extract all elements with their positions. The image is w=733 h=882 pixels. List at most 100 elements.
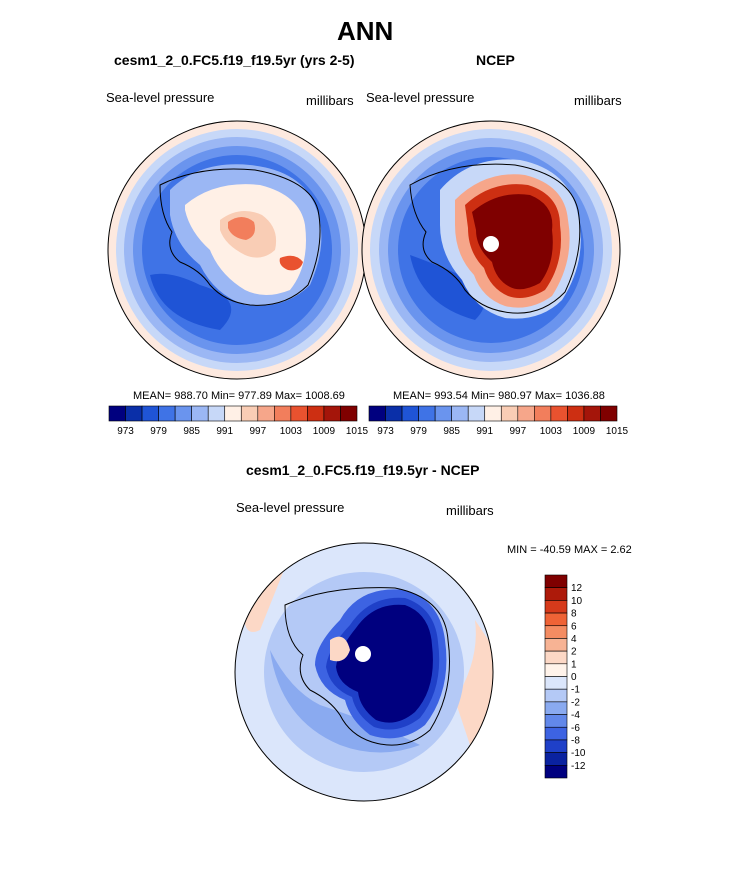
panel-1-stats: MEAN= 988.70 Min= 977.89 Max= 1008.69 (133, 390, 345, 402)
colorbar-model: 973 979 985 991 997 1003 1009 1015 (108, 405, 369, 437)
colorbar-swatch (290, 405, 308, 422)
colorbar-tick-label: 985 (443, 426, 460, 437)
colorbar-swatch (544, 600, 568, 614)
colorbar-swatch (544, 587, 568, 601)
colorbar-swatch (544, 625, 568, 639)
colorbar-swatch (544, 726, 568, 741)
panel-3-variable-label: Sea-level pressure (236, 500, 345, 515)
colorbar-swatch (274, 405, 292, 422)
colorbar-swatch (368, 405, 386, 422)
colorbar-tick-label: 10 (571, 596, 583, 607)
colorbar-swatch (418, 405, 436, 422)
colorbar-tick-label: 1015 (606, 426, 629, 437)
panel-3-stats: MIN = -40.59 MAX = 2.62 (507, 544, 632, 556)
panel-2-units-label: millibars (574, 93, 622, 108)
colorbar-tick-label: 1003 (540, 426, 563, 437)
colorbar-swatch (174, 405, 192, 422)
colorbar-tick-label: 1009 (313, 426, 336, 437)
panel-2-variable-label: Sea-level pressure (366, 90, 475, 105)
colorbar-tick-label: 1 (571, 659, 577, 670)
colorbar-tick-label: 997 (249, 426, 266, 437)
colorbar-tick-label: 997 (509, 426, 526, 437)
panel-1-variable-label: Sea-level pressure (106, 90, 215, 105)
map-ncep-sea-level-pressure (362, 121, 620, 379)
colorbar-swatch (500, 405, 519, 422)
colorbar-swatch (544, 663, 568, 677)
panel-1-units-label: millibars (306, 93, 354, 108)
colorbar-swatch (207, 405, 226, 422)
colorbar-swatch (158, 405, 176, 422)
colorbar-tick-label: 979 (410, 426, 427, 437)
colorbar-swatch (600, 405, 618, 422)
colorbar-tick-label: 1003 (280, 426, 303, 437)
panel-1-heading: cesm1_2_0.FC5.f19_f19.5yr (yrs 2-5) (114, 52, 355, 68)
panel-2-stats: MEAN= 993.54 Min= 980.97 Max= 1036.88 (393, 390, 605, 402)
colorbar-swatch (307, 405, 325, 422)
colorbar-swatch (108, 405, 126, 422)
map-difference-border (234, 542, 494, 802)
colorbar-swatch (141, 405, 159, 422)
map-ncep-border (361, 120, 621, 380)
colorbar-tick-label: 973 (117, 426, 134, 437)
panel-3-units-label: millibars (446, 503, 494, 518)
colorbar-swatch (467, 405, 486, 422)
colorbar-tick-label: -4 (571, 710, 580, 721)
colorbar-tick-label: -2 (571, 697, 580, 708)
colorbar-swatch (567, 405, 585, 422)
colorbar-ncep: 973 979 985 991 997 1003 1009 1015 (368, 405, 629, 437)
colorbar-swatch (544, 714, 568, 728)
colorbar-swatch (544, 688, 568, 703)
pole-mask (355, 646, 371, 662)
colorbar-tick-label: 12 (571, 583, 583, 594)
colorbar-swatch (544, 739, 568, 753)
colorbar-swatch (224, 405, 242, 422)
colorbar-swatch (550, 405, 568, 422)
colorbar-tick-label: 973 (377, 426, 394, 437)
panel-3-heading: cesm1_2_0.FC5.f19_f19.5yr - NCEP (246, 462, 480, 478)
colorbar-swatch (257, 405, 275, 422)
colorbar-swatch (534, 405, 552, 422)
colorbar-swatch (340, 405, 358, 422)
colorbar-tick-label: -12 (571, 761, 586, 772)
page-title: ANN (337, 16, 394, 46)
colorbar-tick-label: 1015 (346, 426, 369, 437)
colorbar-tick-label: 6 (571, 621, 577, 632)
panel-2-heading: NCEP (476, 52, 515, 68)
colorbar-swatch (544, 752, 568, 766)
colorbar-swatch (583, 405, 601, 422)
colorbar-swatch (544, 765, 568, 779)
colorbar-tick-label: 979 (150, 426, 167, 437)
colorbar-tick-label: -1 (571, 685, 580, 696)
colorbar-tick-label: -10 (571, 748, 586, 759)
colorbar-swatch (451, 405, 469, 422)
colorbar-tick-label: 4 (571, 634, 577, 645)
colorbar-swatch (484, 405, 502, 422)
colorbar-swatch (544, 638, 568, 652)
colorbar-swatch (544, 612, 568, 627)
colorbar-tick-label: 0 (571, 672, 577, 683)
colorbar-swatch (517, 405, 535, 422)
map-model-sea-level-pressure (108, 121, 366, 379)
pole-mask (483, 236, 499, 252)
colorbar-tick-label: 1009 (573, 426, 596, 437)
colorbar-swatch (240, 405, 259, 422)
colorbar-tick-label: 2 (571, 647, 577, 658)
colorbar-tick-label: 991 (216, 426, 233, 437)
colorbar-swatch (544, 574, 568, 588)
colorbar-tick-label: -6 (571, 723, 580, 734)
colorbar-swatch (385, 405, 403, 422)
colorbar-swatch (401, 405, 419, 422)
colorbar-swatch (544, 676, 568, 690)
colorbar-tick-label: 8 (571, 609, 577, 620)
colorbar-swatch (125, 405, 143, 422)
colorbar-tick-label: 985 (183, 426, 200, 437)
colorbar-swatch (544, 650, 568, 665)
map-difference-sea-level-pressure (235, 543, 493, 801)
colorbar-swatch (323, 405, 341, 422)
colorbar-tick-label: -8 (571, 735, 580, 746)
colorbar-swatch (191, 405, 209, 422)
colorbar-swatch (544, 701, 568, 715)
colorbar-tick-label: 991 (476, 426, 493, 437)
